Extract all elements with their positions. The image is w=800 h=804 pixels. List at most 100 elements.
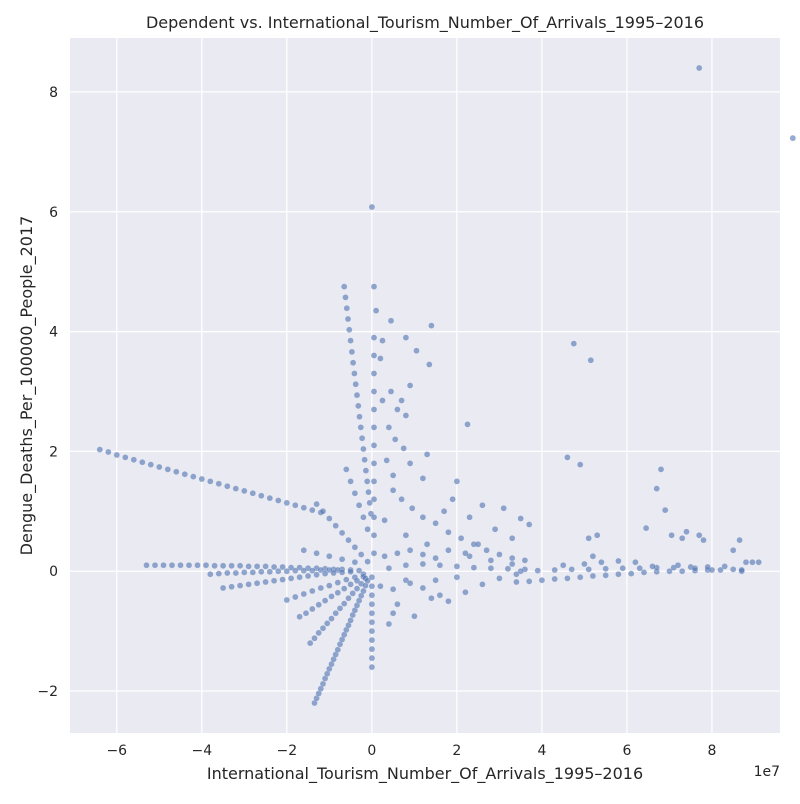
scatter-point bbox=[428, 322, 435, 329]
scatter-point bbox=[177, 562, 184, 569]
scatter-point bbox=[283, 568, 290, 575]
scatter-point bbox=[338, 569, 346, 576]
scatter-point bbox=[270, 563, 278, 571]
scatter-point bbox=[464, 421, 471, 428]
scatter-point bbox=[326, 515, 333, 522]
scatter-point bbox=[122, 454, 129, 461]
scatter-point bbox=[755, 559, 762, 566]
scatter-point bbox=[402, 532, 410, 539]
scatter-point bbox=[589, 553, 597, 560]
scatter-point bbox=[362, 467, 370, 474]
scatter-point bbox=[564, 454, 571, 461]
scatter-point bbox=[538, 577, 546, 584]
scatter-point bbox=[457, 535, 465, 542]
scatter-point bbox=[366, 499, 373, 507]
scatter-point bbox=[491, 526, 499, 533]
scatter-point bbox=[483, 547, 490, 554]
scatter-point bbox=[365, 488, 372, 496]
scatter-point bbox=[368, 574, 376, 581]
scatter-point bbox=[389, 487, 397, 494]
scatter-point bbox=[300, 567, 307, 574]
scatter-point bbox=[696, 64, 703, 72]
scatter-point bbox=[219, 584, 227, 592]
scatter-point bbox=[351, 370, 358, 377]
scatter-point bbox=[387, 388, 395, 395]
scatter-point bbox=[370, 442, 378, 449]
scatter-point bbox=[598, 559, 605, 566]
scatter-point bbox=[691, 565, 699, 572]
scatter-point bbox=[402, 334, 410, 341]
scatter-point bbox=[368, 601, 376, 608]
scatter-point bbox=[241, 487, 248, 495]
scatter-point bbox=[262, 563, 269, 570]
scatter-point bbox=[332, 610, 339, 617]
scatter-point bbox=[309, 605, 316, 613]
scatter-point bbox=[419, 551, 427, 558]
scatter-point bbox=[445, 598, 452, 605]
scatter-point bbox=[330, 569, 337, 577]
scatter-point bbox=[143, 562, 150, 569]
scatter-point bbox=[521, 557, 529, 564]
scatter-point bbox=[389, 472, 397, 479]
scatter-point bbox=[309, 567, 316, 574]
scatter-point bbox=[253, 580, 261, 587]
scatter-point bbox=[347, 568, 354, 575]
scatter-point bbox=[387, 317, 395, 324]
scatter-point bbox=[657, 466, 665, 473]
data-points bbox=[96, 64, 796, 707]
x-tick-label: 8 bbox=[708, 743, 717, 759]
scatter-point bbox=[105, 448, 112, 456]
scatter-point bbox=[526, 578, 533, 585]
scatter-point bbox=[317, 566, 324, 574]
scatter-point bbox=[453, 574, 461, 581]
scatter-point bbox=[355, 502, 363, 509]
scatter-point bbox=[368, 636, 376, 644]
x-tick-label: 2 bbox=[452, 743, 461, 759]
scatter-point bbox=[696, 532, 703, 539]
scatter-point bbox=[577, 461, 584, 468]
scatter-point bbox=[364, 478, 371, 485]
scatter-point bbox=[347, 617, 354, 624]
scatter-point bbox=[742, 559, 750, 566]
scatter-point bbox=[368, 619, 376, 626]
scatter-point bbox=[445, 529, 452, 536]
scatter-point bbox=[258, 568, 265, 575]
scatter-point bbox=[666, 568, 673, 575]
scatter-point bbox=[445, 547, 452, 554]
scatter-point bbox=[589, 572, 597, 580]
scatter-point bbox=[343, 576, 350, 583]
scatter-point bbox=[513, 578, 520, 586]
scatter-point bbox=[346, 326, 353, 333]
scatter-point bbox=[517, 515, 524, 522]
scatter-point bbox=[358, 435, 366, 442]
scatter-point bbox=[551, 575, 558, 583]
scatter-point bbox=[168, 562, 176, 569]
scatter-point bbox=[368, 627, 376, 635]
scatter-point bbox=[453, 563, 461, 570]
scatter-point bbox=[347, 581, 354, 588]
scatter-point bbox=[730, 566, 737, 573]
scatter-point bbox=[479, 502, 486, 509]
scatter-point bbox=[315, 601, 322, 608]
scatter-point bbox=[534, 567, 541, 574]
scatter-point bbox=[190, 473, 197, 480]
scatter-point bbox=[292, 502, 299, 509]
scatter-point bbox=[358, 551, 365, 558]
scatter-point bbox=[319, 625, 327, 632]
scatter-point bbox=[379, 397, 386, 404]
x-tick-label: −2 bbox=[277, 743, 298, 759]
scatter-point bbox=[313, 500, 320, 508]
x-tick-label: −6 bbox=[106, 743, 127, 759]
scatter-point bbox=[636, 565, 643, 572]
scatter-point bbox=[389, 610, 397, 617]
scatter-point bbox=[349, 359, 357, 366]
scatter-point bbox=[326, 553, 333, 560]
scatter-point bbox=[368, 203, 376, 211]
scatter-point bbox=[449, 496, 456, 503]
scatter-point bbox=[370, 388, 378, 395]
scatter-point bbox=[462, 550, 469, 557]
y-axis-ticks: −2 0 2 4 6 8 bbox=[37, 85, 58, 700]
scatter-point bbox=[194, 562, 201, 569]
scatter-point bbox=[344, 315, 352, 323]
